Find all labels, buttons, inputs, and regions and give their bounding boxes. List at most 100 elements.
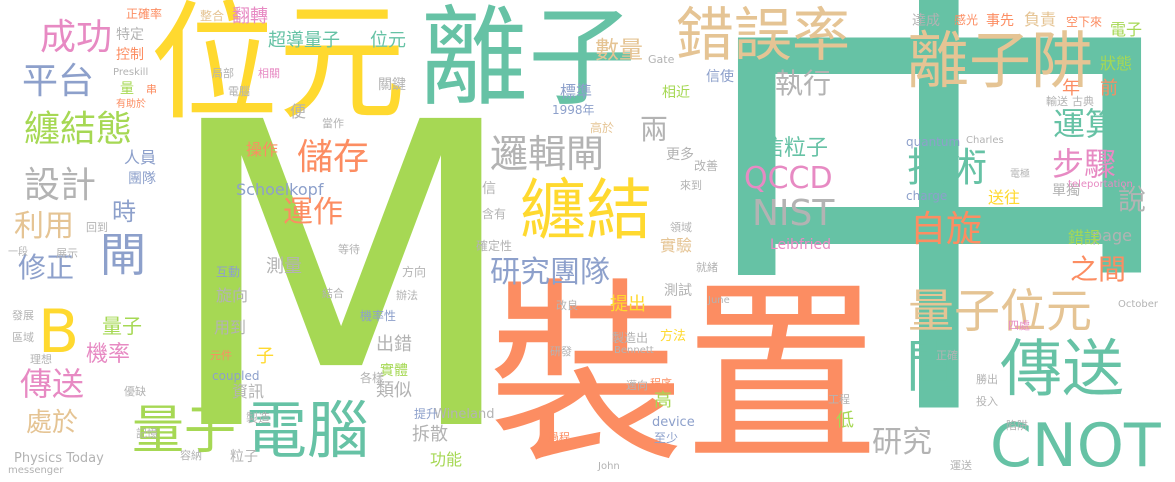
word-buzhou: 步驟 — [1052, 145, 1117, 183]
word-chucuo: 出錯 — [376, 334, 412, 355]
word-shuchu: 輸送 — [1046, 95, 1068, 108]
word-yunsuan: 運算 — [1053, 105, 1118, 143]
word-dangzuo: 當作 — [322, 117, 344, 130]
word-dacheng: 達成 — [912, 13, 940, 29]
word-maixiang: 邁向 — [626, 379, 648, 392]
word-quantum: quantum — [906, 135, 961, 149]
word-dianji: 電極 — [1010, 169, 1030, 180]
word-dianli: 電腦 — [228, 85, 250, 98]
word-schoelkopf: Schoelkopf — [236, 180, 324, 199]
word-sheji: 設計 — [24, 165, 97, 206]
word-john: John — [598, 461, 620, 472]
word-biaozhun: 標準 — [560, 82, 593, 101]
word-chuan: 串 — [146, 83, 157, 96]
word-kongxia: 空下來 — [1066, 15, 1103, 29]
word-quyu: 區域 — [12, 331, 34, 344]
word-chucun: 儲存 — [297, 137, 370, 178]
word-gao: 高 — [654, 390, 672, 411]
word-xianjing: 陷阱 — [1006, 419, 1028, 432]
word-juju: 局部 — [212, 67, 234, 80]
word-cuowulv: 錯誤率 — [676, 1, 851, 69]
word-page: page — [1092, 226, 1132, 245]
word-caozuo: 操作 — [246, 140, 279, 159]
word-nian: 年 — [1062, 78, 1080, 99]
word-zi: 子 — [256, 346, 274, 367]
word-zhanshi: 展示 — [56, 247, 78, 260]
word-gate: Gate — [648, 53, 675, 66]
word-tisheng: 提升 — [414, 407, 439, 421]
word-wineland: Wineland — [434, 407, 495, 422]
word-xuanxiang: 旋向 — [216, 286, 249, 305]
word-cnot: CNOT — [990, 411, 1161, 481]
word-huidao: 回到 — [86, 221, 108, 234]
word-xiangjin: 相近 — [662, 85, 690, 101]
word-zhenghe: 整合 — [200, 9, 225, 23]
word-zhong: 中 — [690, 0, 1175, 482]
word-liang: 兩 — [640, 113, 669, 146]
word-chuansong: 傳送 — [1000, 332, 1125, 405]
word-chaodao: 超導量子 — [268, 30, 340, 51]
word-liangzi2: 量子 — [102, 314, 142, 338]
word-charles: Charles — [966, 135, 1004, 146]
word-bian: 便 — [290, 102, 307, 121]
word-fazhan: 發展 — [12, 309, 34, 322]
word-dengdai: 等待 — [338, 243, 360, 256]
word-men: 閘 — [100, 228, 146, 282]
word-liang2: 量 — [120, 81, 134, 97]
word-fanzhuan: 翻轉 — [232, 6, 268, 27]
word-gongcheng: 工程 — [828, 393, 850, 406]
word-weiyuan-small: 位元 — [370, 30, 406, 51]
word-tuandui: 團隊 — [128, 171, 156, 187]
word-laidao: 來到 — [680, 179, 702, 192]
word-qccd: QCCD — [744, 161, 833, 196]
word-qian: 前 — [1100, 78, 1118, 99]
word-zhixing: 執行 — [775, 67, 832, 100]
word-luojimen: 邏輯閘 — [490, 132, 605, 176]
word-songwang: 送往 — [988, 188, 1021, 207]
word-ceshi: 測試 — [664, 283, 692, 299]
word-gengduo: 更多 — [666, 147, 694, 163]
word-jishu: 技術 — [907, 145, 987, 191]
word-october: October — [1118, 299, 1159, 310]
word-yanjiu: 研究 — [872, 425, 932, 460]
word-chenggong: 成功 — [40, 17, 113, 58]
word-fangfa: 方法 — [660, 329, 687, 344]
word-yunsong: 運送 — [950, 459, 972, 472]
word-tichu: 提出 — [610, 294, 646, 315]
word-chanjietai: 纏結態 — [24, 109, 133, 150]
word-shixian: 事先 — [986, 13, 1014, 29]
word-yanfa: 研發 — [550, 345, 572, 358]
word-coupled: coupled — [212, 369, 260, 383]
word-zhizao: 製造 — [246, 411, 271, 425]
word-hanyou: 含有 — [482, 207, 507, 221]
word-liangzi: 量子 — [132, 401, 237, 461]
word-yongdao: 用到 — [214, 318, 247, 337]
word-gejia: 各樣 — [360, 371, 385, 385]
word-xiangguan: 相關 — [258, 67, 280, 80]
word-zhizaochu: 製造出 — [612, 331, 649, 345]
word-yanjiutuandui: 研究團隊 — [490, 255, 610, 290]
word-leisi: 類似 — [376, 380, 412, 401]
word-shuliang: 數量 — [595, 36, 643, 64]
word-xinlizi: 信粒子 — [762, 136, 829, 161]
word-sisheng: 四處 — [1008, 319, 1030, 332]
word-zhengdui: 正確 — [936, 349, 958, 362]
word-june: June — [708, 295, 730, 306]
word-zhishao: 至少 — [654, 431, 679, 445]
word-jiuxu: 就緒 — [696, 261, 718, 274]
word-youshi: 優缺 — [124, 385, 146, 398]
word-leibfried: Leibfried — [770, 237, 832, 253]
word-preskill: Preskill — [113, 67, 149, 78]
word-ganguang: 感光 — [954, 13, 979, 27]
word-guanjian: 關鍵 — [378, 77, 406, 93]
word-liyong: 利用 — [14, 209, 74, 244]
word-dianzi: 電子 — [1110, 20, 1143, 39]
word-renyuan: 人員 — [124, 148, 157, 167]
word-gaishan: 改善 — [694, 159, 719, 173]
word-dianlao: 電腦 — [245, 394, 370, 467]
word-liziJing: 離子阱 — [907, 24, 1094, 97]
word-cuowu: 錯誤 — [1068, 228, 1101, 247]
word-banfa: 辦法 — [396, 289, 418, 302]
word-kongzhi: 控制 — [116, 47, 144, 63]
word-chuyu: 處於 — [26, 408, 79, 438]
